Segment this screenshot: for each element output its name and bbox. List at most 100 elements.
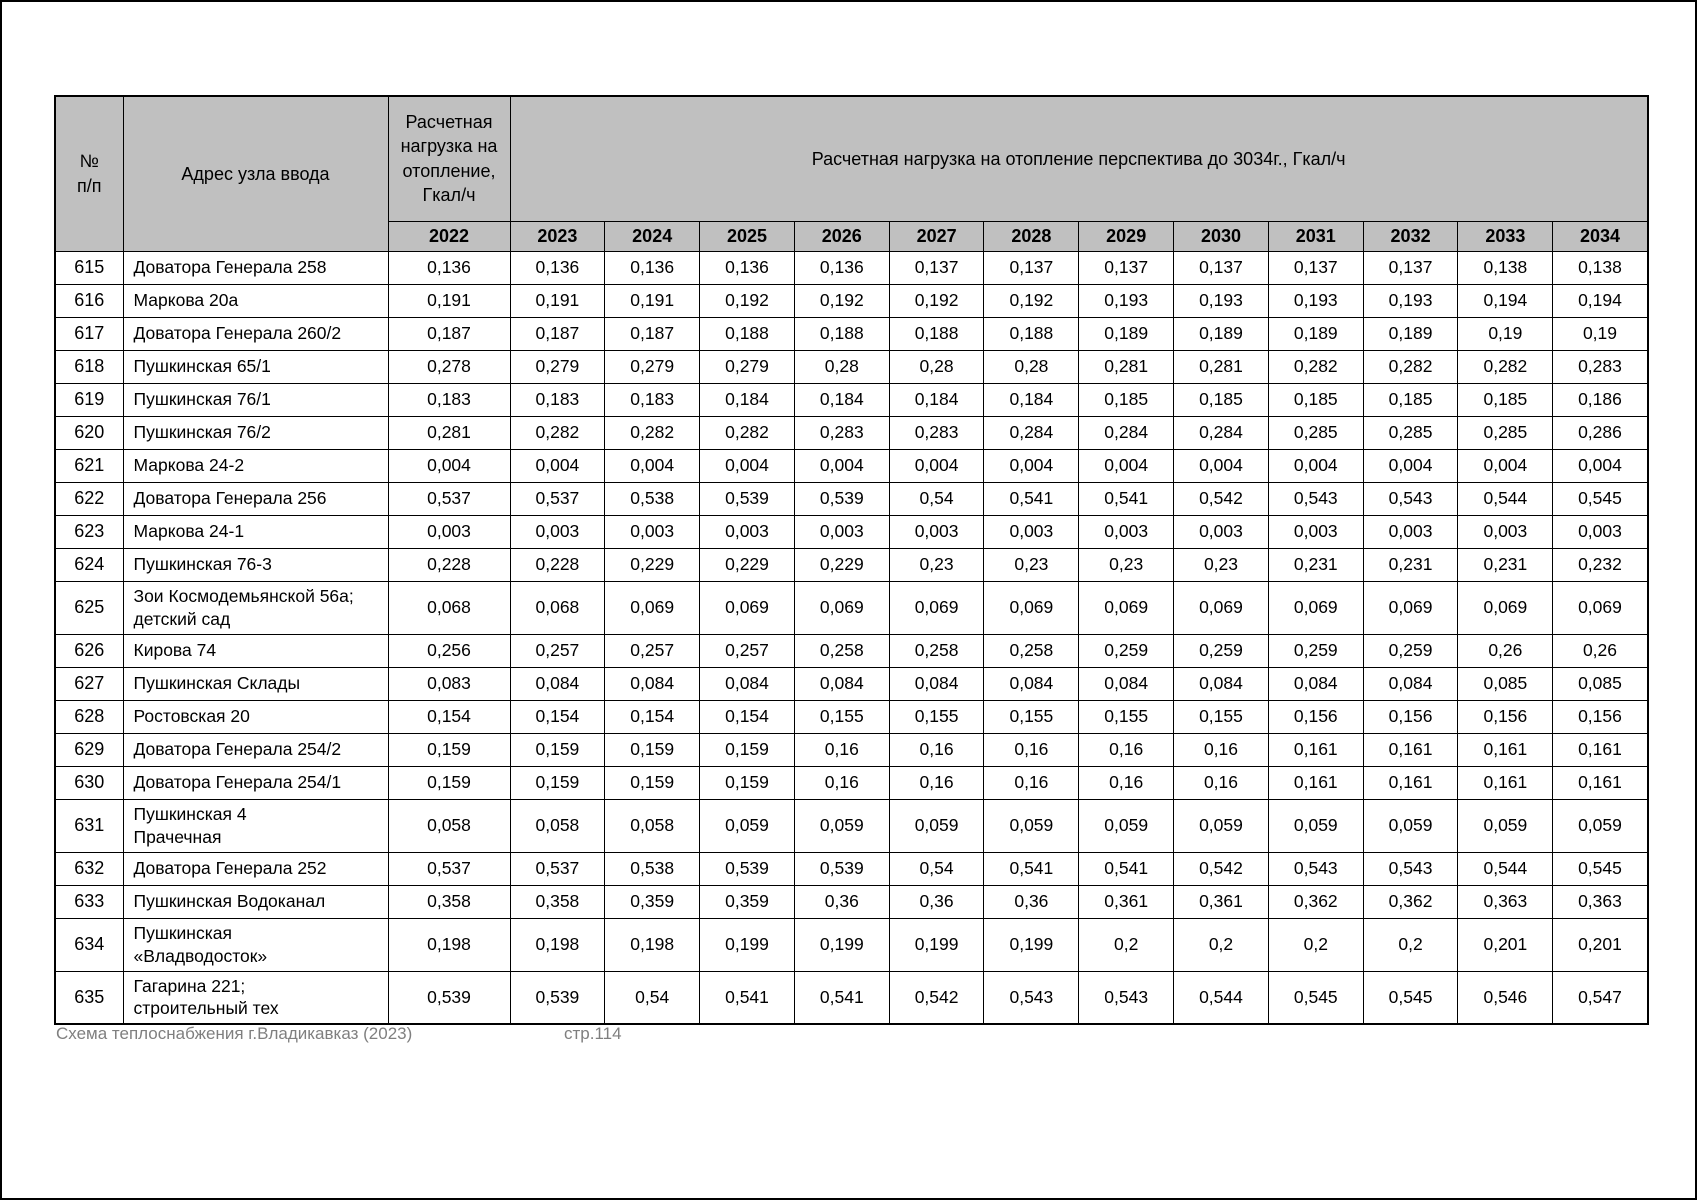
load-value: 0,191	[604, 283, 701, 318]
load-value: 0,543	[1267, 851, 1364, 886]
load-value: 0,069	[983, 580, 1080, 635]
load-value: 0,058	[604, 798, 701, 853]
load-value: 0,201	[1457, 917, 1554, 972]
load-value: 0,187	[509, 316, 606, 351]
load-value: 0,003	[1552, 514, 1649, 549]
load-value: 0,069	[793, 580, 890, 635]
load-value: 0,188	[888, 316, 985, 351]
row-address: Доватора Генерала 254/2	[122, 732, 389, 767]
load-value: 0,004	[983, 448, 1080, 483]
load-value: 0,23	[888, 547, 985, 582]
year-header: 2031	[1267, 220, 1364, 252]
load-value: 0,059	[1552, 798, 1649, 853]
load-value: 0,161	[1362, 732, 1459, 767]
load-value: 0,363	[1552, 884, 1649, 919]
load-value: 0,538	[604, 851, 701, 886]
load-value: 0,282	[604, 415, 701, 450]
load-value: 0,004	[1267, 448, 1364, 483]
load-value: 0,085	[1552, 666, 1649, 701]
load-value: 0,201	[1552, 917, 1649, 972]
load-value: 0,004	[1362, 448, 1459, 483]
load-value: 0,069	[1267, 580, 1364, 635]
load-value: 0,36	[793, 884, 890, 919]
load-value: 0,189	[1267, 316, 1364, 351]
year-header: 2028	[983, 220, 1080, 252]
load-value: 0,16	[1173, 732, 1269, 767]
load-value: 0,192	[888, 283, 985, 318]
load-value: 0,283	[1552, 349, 1649, 384]
load-value: 0,228	[387, 547, 511, 582]
load-value: 0,156	[1457, 699, 1554, 734]
load-value: 0,259	[1362, 633, 1459, 668]
load-value: 0,285	[1362, 415, 1459, 450]
load-value: 0,541	[793, 970, 890, 1025]
header-address: Адрес узла ввода	[122, 95, 389, 252]
load-value: 0,154	[699, 699, 795, 734]
load-value: 0,361	[1078, 884, 1175, 919]
row-address: Пушкинская 76-3	[122, 547, 389, 582]
load-value: 0,084	[793, 666, 890, 701]
year-header: 2027	[888, 220, 985, 252]
row-number: 621	[54, 448, 124, 483]
load-value: 0,154	[604, 699, 701, 734]
load-value: 0,156	[1552, 699, 1649, 734]
row-number: 628	[54, 699, 124, 734]
load-value: 0,156	[1362, 699, 1459, 734]
header-perspective: Расчетная нагрузка на отопление перспект…	[509, 95, 1649, 222]
load-value: 0,161	[1457, 732, 1554, 767]
load-value: 0,359	[604, 884, 701, 919]
load-value: 0,069	[1078, 580, 1175, 635]
load-value: 0,192	[699, 283, 795, 318]
year-header-row: 2022 2023 2024 2025 2026 2027 2028 2029 2030 2031…	[55, 220, 1649, 252]
load-value: 0,542	[888, 970, 985, 1025]
load-value: 0,256	[387, 633, 511, 668]
load-value: 0,185	[1457, 382, 1554, 417]
load-value: 0,286	[1552, 415, 1649, 450]
load-value: 0,16	[1078, 765, 1175, 800]
load-value: 0,543	[1362, 481, 1459, 516]
load-value: 0,084	[1173, 666, 1269, 701]
load-value: 0,198	[604, 917, 701, 972]
row-number: 616	[54, 283, 124, 318]
load-value: 0,54	[888, 481, 985, 516]
load-value: 0,084	[888, 666, 985, 701]
year-header: 2026	[793, 220, 890, 252]
load-value: 0,16	[983, 732, 1080, 767]
load-value: 0,004	[1173, 448, 1269, 483]
load-value: 0,199	[888, 917, 985, 972]
row-number: 627	[54, 666, 124, 701]
load-value: 0,23	[983, 547, 1080, 582]
load-value: 0,159	[604, 732, 701, 767]
table-row: 627 Пушкинская Склады 0,083 0,084 0,084 0,084…	[54, 666, 1649, 701]
load-value: 0,189	[1173, 316, 1269, 351]
table-row: 628 Ростовская 20 0,154 0,154 0,154 0,154 0,15…	[54, 699, 1649, 734]
load-value: 0,136	[604, 250, 701, 285]
load-value: 0,26	[1457, 633, 1554, 668]
table-row: 617 Доватора Генерала 260/2 0,187 0,187 0,18…	[54, 316, 1649, 351]
load-value: 0,36	[888, 884, 985, 919]
load-value: 0,28	[983, 349, 1080, 384]
load-value: 0,229	[604, 547, 701, 582]
load-value: 0,23	[1078, 547, 1175, 582]
header-num: № п/п	[54, 95, 124, 252]
row-number: 635	[54, 970, 124, 1025]
load-value: 0,185	[1078, 382, 1175, 417]
load-value: 0,003	[604, 514, 701, 549]
load-value: 0,542	[1173, 851, 1269, 886]
load-value: 0,084	[1362, 666, 1459, 701]
load-value: 0,541	[983, 481, 1080, 516]
load-value: 0,188	[793, 316, 890, 351]
load-value: 0,282	[509, 415, 606, 450]
load-value: 0,084	[699, 666, 795, 701]
load-value: 0,187	[604, 316, 701, 351]
load-value: 0,193	[1078, 283, 1175, 318]
footer-source: Схема теплоснабжения г.Владикавказ (2023…	[56, 1024, 413, 1043]
load-value: 0,069	[699, 580, 795, 635]
row-address: Пушкинская 76/2	[122, 415, 389, 450]
load-value: 0,359	[699, 884, 795, 919]
load-value: 0,194	[1457, 283, 1554, 318]
load-value: 0,003	[509, 514, 606, 549]
load-value: 0,187	[387, 316, 511, 351]
load-value: 0,362	[1362, 884, 1459, 919]
